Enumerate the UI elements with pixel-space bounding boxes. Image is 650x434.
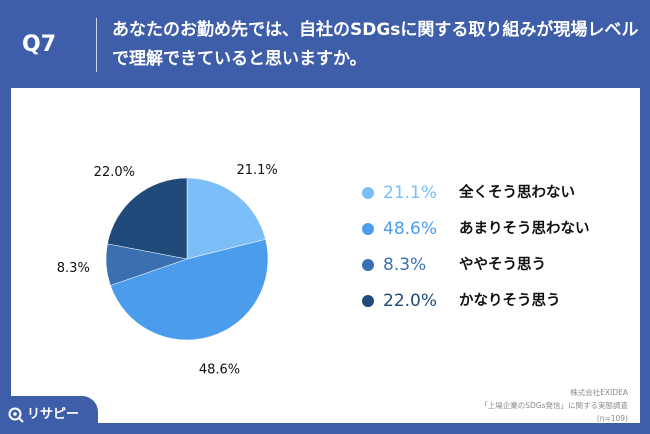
chart-card: 21.1% 48.6% 8.3% 22.0% 21.1% 全くそう思わない 48.6%… <box>11 88 640 423</box>
logo-text: リサピー <box>27 407 80 422</box>
pie-slice-0 <box>186 177 266 260</box>
legend-dot <box>362 259 374 271</box>
legend-dot <box>362 295 374 307</box>
legend-dot <box>362 223 374 235</box>
legend-value: 21.1% <box>383 183 438 203</box>
source-survey: 「上場企業のSDGs発信」に関する実態調査 <box>480 401 628 410</box>
source-company: 株式会社EXIDEA <box>570 388 628 397</box>
legend-value: 22.0% <box>383 291 438 311</box>
pie-slice-1 <box>110 239 269 341</box>
source-note: 株式会社EXIDEA 「上場企業のSDGs発信」に関する実態調査 (n=109) <box>368 386 628 425</box>
magnifier-icon <box>8 407 24 423</box>
legend-dot <box>362 187 374 199</box>
pie-value-label-2: 8.3% <box>57 261 90 276</box>
question-text: あなたのお勤め先では、自社のSDGsに関する取り組みが現場レベルで理解できている… <box>112 20 639 69</box>
pie-slice-3 <box>107 177 188 260</box>
legend-label: ややそう思う <box>459 257 546 273</box>
legend-value: 8.3% <box>383 255 427 275</box>
brand-logo: リサピー <box>0 396 98 434</box>
header-divider <box>96 18 97 72</box>
pie-value-label-1: 48.6% <box>199 362 240 377</box>
pie-value-label-3: 22.0% <box>94 165 135 180</box>
source-sample-size: (n=109) <box>596 414 628 423</box>
legend-label: かなりそう思う <box>459 293 561 309</box>
legend-item-1: 48.6% あまりそう思わない <box>362 216 622 252</box>
pie-value-label-0: 21.1% <box>236 163 277 178</box>
legend-label: あまりそう思わない <box>459 221 590 237</box>
legend-value: 48.6% <box>383 219 438 239</box>
pie-chart: 21.1% 48.6% 8.3% 22.0% <box>57 163 278 377</box>
legend-item-2: 8.3% ややそう思う <box>362 252 622 288</box>
legend-label: 全くそう思わない <box>459 185 575 201</box>
legend-item-3: 22.0% かなりそう思う <box>362 288 622 324</box>
legend: 21.1% 全くそう思わない 48.6% あまりそう思わない 8.3% ややそう… <box>362 180 622 324</box>
legend-item-0: 21.1% 全くそう思わない <box>362 180 622 216</box>
question-number: Q7 <box>22 32 57 57</box>
header: Q7 あなたのお勤め先では、自社のSDGsに関する取り組みが現場レベルで理解でき… <box>0 0 650 88</box>
